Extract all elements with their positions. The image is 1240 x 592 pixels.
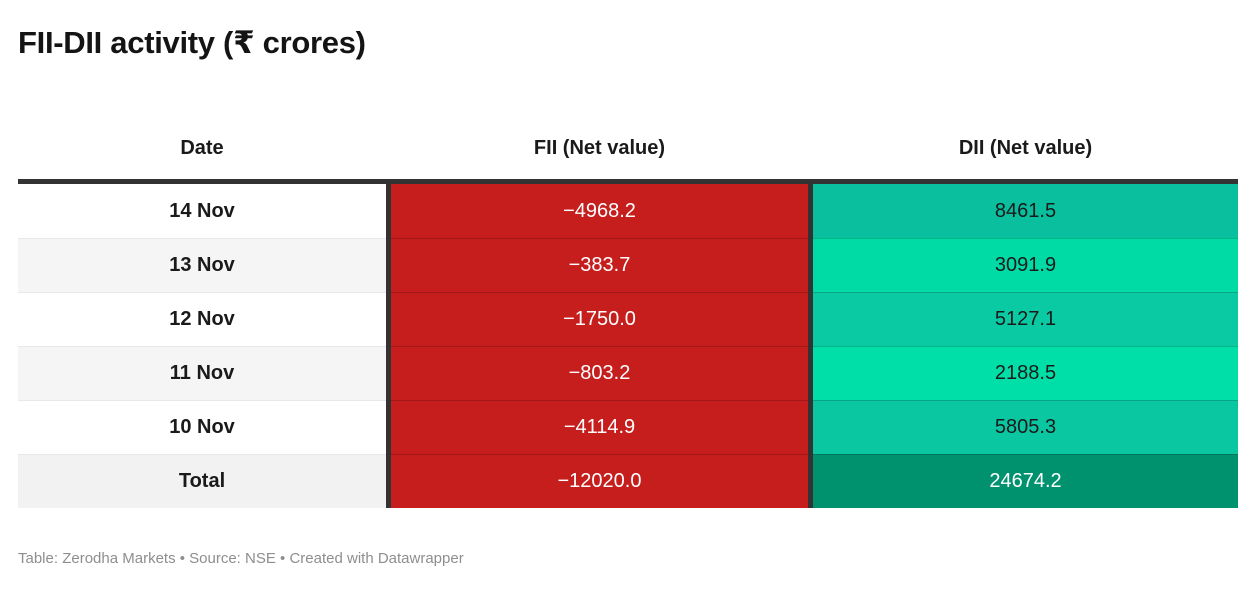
- dii-value-cell: 5805.3: [813, 400, 1238, 454]
- column-divider: [386, 400, 391, 454]
- dii-value-cell: 8461.5: [813, 184, 1238, 238]
- table-top-border: [18, 179, 1238, 184]
- table-body: 14 Nov −4968.2 8461.5 13 Nov −383.7 3091…: [18, 184, 1238, 508]
- column-divider: [386, 454, 391, 508]
- dii-value-cell: 2188.5: [813, 346, 1238, 400]
- chart-title: FII-DII activity (₹ crores): [18, 25, 366, 60]
- dii-value-cell: 5127.1: [813, 292, 1238, 346]
- fii-value-cell: −803.2: [391, 346, 808, 400]
- table-row: Total −12020.0 24674.2: [18, 454, 1238, 508]
- fii-value-cell: −383.7: [391, 238, 808, 292]
- date-cell: 11 Nov: [18, 346, 386, 400]
- column-divider: [386, 238, 391, 292]
- column-divider: [386, 346, 391, 400]
- column-divider: [808, 184, 813, 238]
- dii-value-cell: 24674.2: [813, 454, 1238, 508]
- table-row: 13 Nov −383.7 3091.9: [18, 238, 1238, 292]
- column-header-date: Date: [180, 136, 224, 159]
- column-divider: [808, 238, 813, 292]
- column-divider: [808, 400, 813, 454]
- fii-value-cell: −4968.2: [391, 184, 808, 238]
- column-divider: [386, 184, 391, 238]
- table-row: 12 Nov −1750.0 5127.1: [18, 292, 1238, 346]
- attribution-footer: Table: Zerodha Markets • Source: NSE • C…: [18, 550, 464, 567]
- dii-value-cell: 3091.9: [813, 238, 1238, 292]
- column-divider: [808, 454, 813, 508]
- table-row: 10 Nov −4114.9 5805.3: [18, 400, 1238, 454]
- table-header-row: Date FII (Net value) DII (Net value): [18, 130, 1238, 166]
- fii-value-cell: −12020.0: [391, 454, 808, 508]
- date-cell: 13 Nov: [18, 238, 386, 292]
- date-cell: 10 Nov: [18, 400, 386, 454]
- column-divider: [386, 292, 391, 346]
- table-row: 11 Nov −803.2 2188.5: [18, 346, 1238, 400]
- column-header-dii: DII (Net value): [958, 136, 1093, 159]
- column-divider: [808, 292, 813, 346]
- date-cell: 12 Nov: [18, 292, 386, 346]
- fii-dii-table: Date FII (Net value) DII (Net value) 14 …: [18, 130, 1238, 508]
- date-cell: 14 Nov: [18, 184, 386, 238]
- column-divider: [808, 346, 813, 400]
- column-header-fii: FII (Net value): [533, 136, 666, 159]
- date-cell: Total: [18, 454, 386, 508]
- fii-value-cell: −4114.9: [391, 400, 808, 454]
- table-row: 14 Nov −4968.2 8461.5: [18, 184, 1238, 238]
- fii-value-cell: −1750.0: [391, 292, 808, 346]
